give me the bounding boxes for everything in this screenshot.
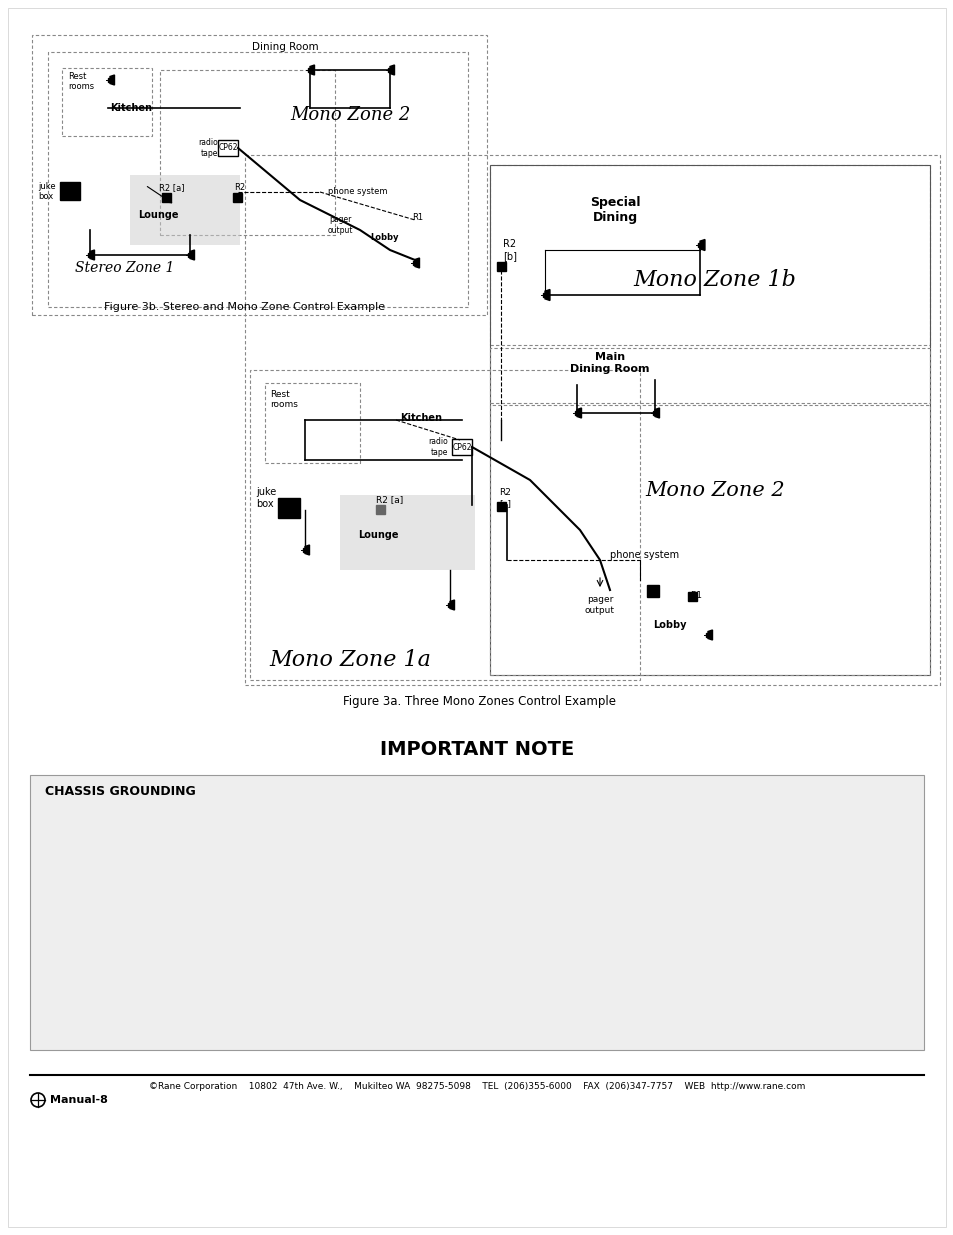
Polygon shape bbox=[577, 408, 581, 417]
Polygon shape bbox=[544, 289, 549, 300]
Bar bbox=[30, 776, 923, 1050]
Polygon shape bbox=[700, 240, 704, 251]
Text: Special
Dining: Special Dining bbox=[589, 196, 639, 224]
Bar bbox=[497, 262, 505, 270]
Text: Rest
rooms: Rest rooms bbox=[270, 390, 297, 409]
Text: CP62: CP62 bbox=[452, 442, 471, 452]
Bar bbox=[277, 498, 299, 517]
Bar bbox=[48, 52, 468, 308]
Text: Figure 3b. Stereo and Mono Zone Control Example: Figure 3b. Stereo and Mono Zone Control … bbox=[104, 303, 385, 312]
Bar bbox=[687, 592, 697, 601]
Bar bbox=[490, 165, 929, 345]
Bar bbox=[303, 548, 305, 552]
Bar bbox=[375, 505, 385, 514]
Text: CP62: CP62 bbox=[218, 143, 237, 152]
Polygon shape bbox=[655, 408, 659, 417]
Text: phone system: phone system bbox=[328, 188, 387, 196]
Text: CHASSIS GROUNDING: CHASSIS GROUNDING bbox=[45, 785, 195, 798]
Polygon shape bbox=[310, 65, 314, 75]
Bar bbox=[497, 501, 505, 511]
Text: radio
tape: radio tape bbox=[428, 437, 448, 457]
Text: Kitchen: Kitchen bbox=[399, 412, 441, 424]
Bar bbox=[89, 253, 90, 257]
Bar bbox=[130, 175, 240, 245]
Text: radio
tape: radio tape bbox=[198, 138, 218, 158]
Polygon shape bbox=[190, 249, 194, 261]
Polygon shape bbox=[90, 249, 94, 261]
Text: R2: R2 bbox=[234, 184, 245, 193]
Bar bbox=[265, 383, 359, 463]
Text: IMPORTANT NOTE: IMPORTANT NOTE bbox=[379, 740, 574, 760]
Bar bbox=[32, 35, 486, 315]
Text: R2
[b]: R2 [b] bbox=[502, 240, 517, 261]
Text: Dining Room: Dining Room bbox=[252, 42, 318, 52]
Polygon shape bbox=[110, 75, 114, 85]
Text: Mono Zone 2: Mono Zone 2 bbox=[644, 480, 784, 499]
Text: R1: R1 bbox=[412, 214, 423, 222]
Text: Stereo Zone 1: Stereo Zone 1 bbox=[75, 261, 174, 275]
Bar bbox=[160, 70, 335, 235]
Bar bbox=[245, 156, 939, 685]
Text: Main
Dining Room: Main Dining Room bbox=[570, 352, 649, 374]
Text: pager
output: pager output bbox=[327, 215, 353, 235]
Bar bbox=[388, 68, 390, 72]
Bar bbox=[62, 68, 152, 136]
Text: Mono Zone 2: Mono Zone 2 bbox=[290, 106, 410, 124]
Bar bbox=[413, 261, 415, 266]
Bar bbox=[490, 348, 929, 403]
Bar bbox=[490, 165, 929, 676]
Bar bbox=[250, 370, 639, 680]
Polygon shape bbox=[707, 630, 712, 640]
Bar bbox=[543, 293, 544, 298]
Text: R1: R1 bbox=[689, 590, 701, 599]
Text: Mono Zone 1a: Mono Zone 1a bbox=[269, 650, 431, 671]
Bar bbox=[490, 405, 929, 676]
Text: juke
box: juke box bbox=[38, 182, 55, 201]
Text: Kitchen: Kitchen bbox=[110, 103, 152, 112]
Bar bbox=[109, 78, 110, 82]
Bar bbox=[162, 193, 171, 203]
Text: juke
box: juke box bbox=[255, 487, 276, 509]
Text: Lobby: Lobby bbox=[371, 232, 399, 242]
Bar bbox=[646, 585, 659, 597]
Text: Mono Zone 1b: Mono Zone 1b bbox=[633, 269, 796, 291]
Text: Lounge: Lounge bbox=[357, 530, 397, 540]
Bar bbox=[575, 411, 577, 415]
Bar bbox=[60, 182, 80, 200]
Bar bbox=[218, 140, 237, 156]
Text: pager
output: pager output bbox=[584, 595, 615, 615]
Text: Lobby: Lobby bbox=[653, 620, 686, 630]
Polygon shape bbox=[305, 545, 309, 555]
Bar bbox=[189, 253, 190, 257]
Text: R2 [a]: R2 [a] bbox=[376, 495, 403, 505]
Text: Rest
rooms: Rest rooms bbox=[68, 72, 94, 91]
Polygon shape bbox=[450, 600, 454, 610]
Text: Figure 3a. Three Mono Zones Control Example: Figure 3a. Three Mono Zones Control Exam… bbox=[343, 695, 616, 708]
Bar bbox=[653, 411, 655, 415]
Text: R2 [a]: R2 [a] bbox=[159, 184, 185, 193]
Text: R2
[c]: R2 [c] bbox=[498, 488, 511, 508]
Bar bbox=[448, 603, 450, 606]
Bar bbox=[233, 193, 242, 203]
Bar bbox=[339, 495, 475, 571]
Text: ©Rane Corporation    10802  47th Ave. W.,    Mukilteo WA  98275-5098    TEL  (20: ©Rane Corporation 10802 47th Ave. W., Mu… bbox=[149, 1082, 804, 1091]
Polygon shape bbox=[415, 258, 419, 268]
Text: phone system: phone system bbox=[610, 550, 679, 559]
Text: Manual-8: Manual-8 bbox=[50, 1095, 108, 1105]
Bar bbox=[698, 243, 700, 247]
Text: Lounge: Lounge bbox=[137, 210, 178, 220]
Bar bbox=[706, 634, 707, 637]
Bar bbox=[452, 438, 472, 454]
Bar bbox=[308, 68, 310, 72]
Polygon shape bbox=[390, 65, 395, 75]
